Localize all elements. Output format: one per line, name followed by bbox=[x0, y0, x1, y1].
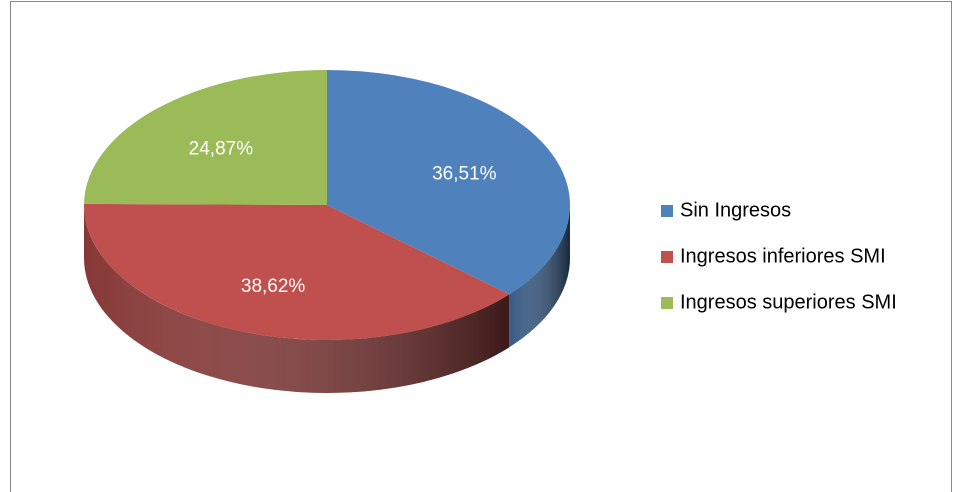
data-label: 24,87% bbox=[189, 139, 254, 160]
legend-label: Ingresos inferiores SMI bbox=[680, 245, 886, 267]
slice bbox=[327, 70, 570, 295]
slice-side-shade bbox=[84, 205, 510, 393]
legend-swatch bbox=[661, 297, 673, 309]
slice bbox=[84, 70, 327, 205]
data-label: 38,62% bbox=[241, 276, 306, 297]
data-label: 36,51% bbox=[432, 164, 497, 185]
legend-label: Sin Ingresos bbox=[680, 199, 791, 221]
slice bbox=[83, 203, 510, 340]
legend-label: Ingresos superiores SMI bbox=[680, 291, 897, 313]
legend-swatch bbox=[661, 205, 673, 217]
slice-side-shade bbox=[509, 205, 570, 348]
legend-swatch bbox=[661, 251, 673, 263]
